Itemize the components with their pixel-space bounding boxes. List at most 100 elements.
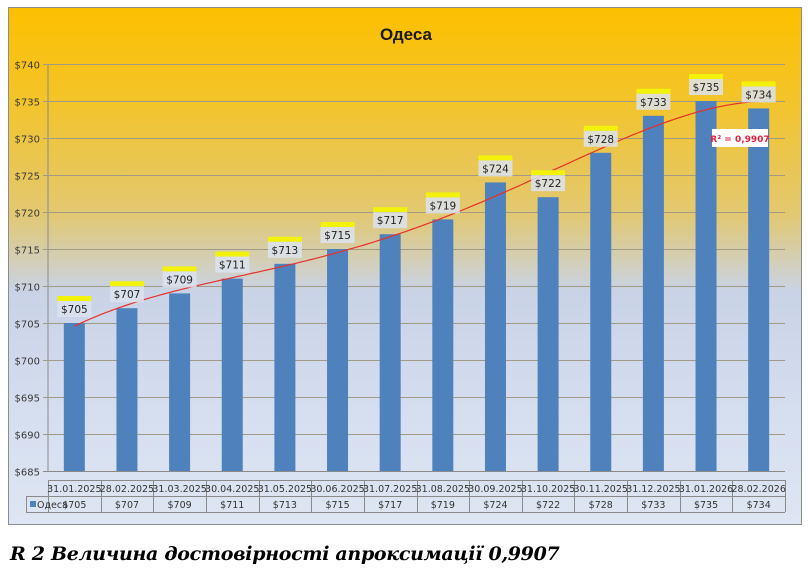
data-label-highlight (478, 155, 513, 161)
data-label-highlight (215, 251, 250, 257)
y-axis-tick-labels: $685 $690 $695 $700 $705 $710 $715 $720 $725 $730… (15, 61, 40, 479)
data-label: $719 (425, 192, 460, 214)
data-label-highlight (57, 296, 92, 301)
data-label-background (531, 175, 566, 192)
table-value: $715 (325, 500, 349, 511)
legend-key-icon (30, 501, 36, 507)
data-label: $717 (373, 207, 408, 229)
y-tick-label: $735 (15, 98, 40, 109)
bar (695, 101, 717, 471)
gridlines (43, 64, 785, 472)
data-label-text: $707 (114, 289, 141, 301)
data-label-background (162, 271, 197, 288)
table-value: $705 (62, 500, 86, 511)
data-label: $733 (636, 88, 671, 110)
bar (642, 115, 664, 472)
bar (274, 263, 296, 471)
data-label-text: $728 (587, 134, 614, 146)
y-tick-label: $730 (15, 135, 40, 146)
data-label: $734 (741, 81, 776, 103)
data-label-text: $735 (693, 82, 720, 94)
data-label-background (320, 227, 355, 243)
table-category-label: 31.08.2025 (416, 484, 470, 495)
data-label-background (583, 130, 618, 147)
data-label: $709 (162, 266, 197, 288)
data-label-background (373, 212, 408, 229)
data-label-highlight (531, 170, 566, 176)
y-tick-label: $690 (15, 431, 40, 442)
data-label: $715 (320, 222, 355, 243)
bar (484, 182, 506, 471)
bar (590, 152, 612, 472)
bars (63, 101, 770, 472)
table-value: $728 (589, 500, 613, 511)
table-value: $717 (378, 500, 402, 511)
bar (221, 278, 243, 471)
data-label-highlight (583, 125, 618, 131)
data-label-highlight (636, 88, 671, 94)
data-label: $705 (57, 296, 92, 317)
data-label: $711 (215, 251, 250, 273)
table-category-label: 31.12.2025 (626, 484, 680, 495)
y-tick-label: $720 (15, 209, 40, 220)
r-squared-background (712, 129, 768, 147)
data-label: $735 (689, 74, 724, 95)
table-value: $709 (168, 500, 192, 511)
bar (169, 293, 191, 471)
figure-caption: R 2 Величина достовірності апроксимації … (10, 543, 560, 565)
table-value: $735 (694, 500, 718, 511)
trendline (74, 100, 759, 327)
table-category-label: 28.02.2026 (731, 484, 785, 495)
data-label-text: $715 (324, 230, 351, 242)
table-value: $734 (747, 500, 771, 511)
data-label-background (215, 256, 250, 273)
table-value: $713 (273, 500, 297, 511)
table-category-label: 31.07.2025 (363, 484, 417, 495)
table-category-label: 30.04.2025 (205, 484, 259, 495)
data-label: $724 (478, 155, 513, 177)
data-label-text: $722 (535, 178, 562, 190)
trendline-curve (74, 100, 759, 327)
data-label-text: $719 (429, 200, 456, 212)
bar (327, 249, 349, 471)
y-tick-label: $710 (15, 283, 40, 294)
data-label-highlight (425, 192, 460, 198)
data-label: $728 (583, 125, 618, 147)
data-label-background (636, 93, 671, 110)
chart-area: Одеса $685 $690 $695 $700 $705 $710 $715 $720 $7… (8, 7, 802, 525)
table-category-label: 30.11.2025 (574, 484, 628, 495)
data-label-highlight (109, 281, 144, 287)
table-category-label: 31.10.2025 (521, 484, 575, 495)
data-label-highlight (320, 222, 355, 227)
table-value: $707 (115, 500, 139, 511)
table-category-label: 30.06.2025 (310, 484, 364, 495)
data-label-background (478, 160, 513, 177)
data-table: 31.01.2025 $705 28.02.2025 $707 31.03.2025 $7… (26, 480, 786, 513)
y-tick-label: $695 (15, 394, 40, 405)
data-label-highlight (267, 236, 302, 242)
bar (748, 108, 770, 472)
data-label: $707 (109, 281, 144, 303)
table-category-label: 31.01.2025 (47, 484, 101, 495)
data-label-highlight (741, 81, 776, 87)
data-label-background (267, 241, 302, 258)
table-value: $733 (641, 500, 665, 511)
table-value: $719 (431, 500, 455, 511)
table-value: $724 (483, 500, 507, 511)
y-tick-label: $715 (15, 246, 40, 257)
r-squared-box: R² = 0,9907 (710, 129, 770, 147)
bar (63, 323, 85, 471)
legend-label: Одеса (37, 500, 68, 511)
data-label-text: $711 (219, 260, 246, 272)
table-value: $711 (220, 500, 244, 511)
data-label-background (109, 286, 144, 303)
chart-svg: Одеса $685 $690 $695 $700 $705 $710 $715 $720 $7… (15, 25, 786, 513)
data-label-text: $709 (166, 274, 193, 286)
table-category-label: 30.09.2025 (468, 484, 522, 495)
data-label-background (689, 79, 724, 95)
data-label-text: $705 (61, 304, 88, 316)
data-label-background (741, 86, 776, 103)
bar (432, 219, 454, 471)
y-tick-label: $700 (15, 357, 40, 368)
data-label-highlight (373, 207, 408, 213)
